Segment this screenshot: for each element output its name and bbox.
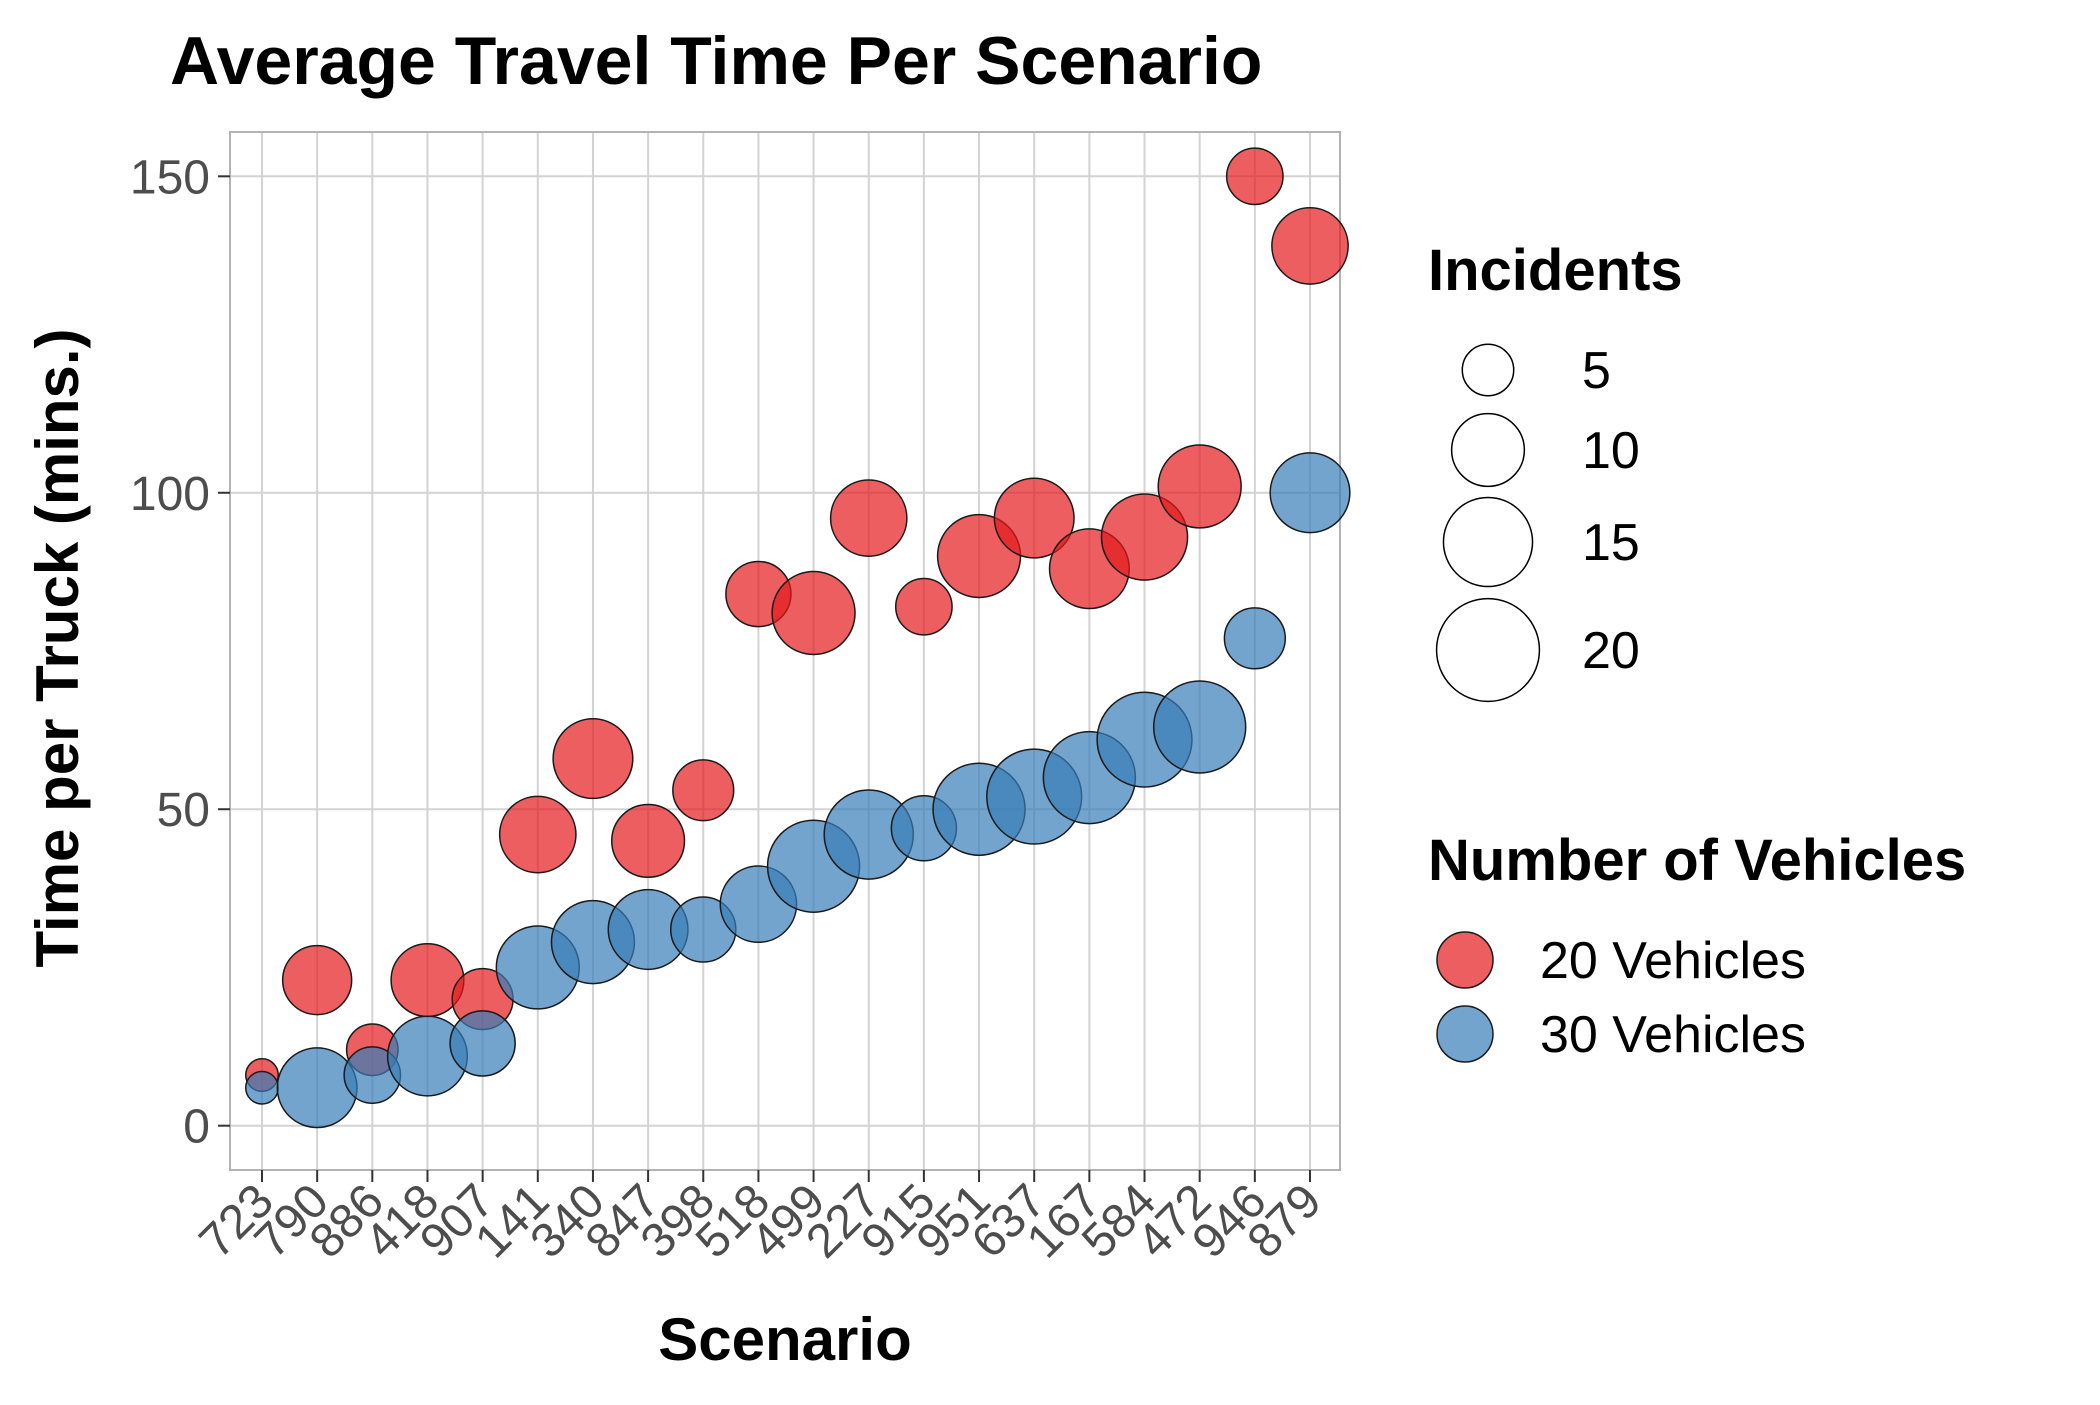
- size-legend-key: [1450, 412, 1526, 488]
- data-point-series-20: [829, 479, 908, 557]
- data-point-series-20: [993, 477, 1075, 559]
- data-point-series-30: [1223, 607, 1287, 670]
- size-legend-label: 5: [1582, 342, 1611, 400]
- gridlines: [230, 132, 1340, 1170]
- data-point-series-30: [244, 1070, 280, 1105]
- plot-panel-border: [229, 131, 1341, 1171]
- color-legend-label: 30 Vehicles: [1540, 1006, 1806, 1064]
- size-legend-label: 15: [1582, 514, 1640, 572]
- data-point-series-20: [672, 759, 735, 822]
- data-point-series-20: [1100, 493, 1189, 581]
- data-point-series-20: [771, 570, 856, 656]
- color-legend: Number of Vehicles 20 Vehicles 30 Vehicle…: [1428, 828, 1966, 1064]
- data-point-series-30: [276, 1047, 358, 1129]
- y-tick-label: 0: [183, 1101, 210, 1154]
- data-point-series-20: [552, 718, 634, 800]
- size-legend-title: Incidents: [1428, 238, 1683, 303]
- data-point-series-20: [281, 944, 353, 1016]
- x-axis-title: Scenario: [658, 1306, 911, 1373]
- data-point-series-30: [449, 1010, 516, 1077]
- data-point-series-20: [498, 795, 577, 874]
- color-legend-label: 20 Vehicles: [1540, 932, 1806, 990]
- color-legend-key: [1436, 931, 1494, 989]
- color-legend-key: [1436, 1005, 1494, 1063]
- size-legend-key: [1461, 343, 1515, 397]
- chart-title: Average Travel Time Per Scenario: [170, 23, 1262, 99]
- size-legend-label: 10: [1582, 422, 1640, 480]
- data-point-series-20: [1225, 147, 1284, 206]
- color-legend-title: Number of Vehicles: [1428, 828, 1966, 893]
- y-tick-label: 150: [130, 151, 210, 204]
- y-tick-label: 50: [157, 784, 210, 837]
- size-legend-label: 20: [1582, 622, 1640, 680]
- size-legend: Incidents 5 10 15 20: [1428, 238, 1683, 703]
- data-point-series-30: [1269, 452, 1351, 534]
- size-legend-key: [1442, 496, 1534, 588]
- data-point-series-30: [1152, 680, 1247, 774]
- data-point-series-20: [1157, 444, 1242, 529]
- data-point-series-20: [1271, 207, 1349, 285]
- y-axis-title: Time per Truck (mins.): [24, 328, 91, 967]
- data-point-series-20: [610, 803, 686, 878]
- x-axis: 7237908864189071413408473985184992279159…: [190, 1170, 1332, 1268]
- data-point-series-20: [894, 577, 953, 636]
- data-points: [244, 147, 1351, 1129]
- size-legend-key: [1435, 597, 1541, 703]
- y-axis: 0 50 100 150: [130, 151, 230, 1154]
- y-tick-label: 100: [130, 468, 210, 521]
